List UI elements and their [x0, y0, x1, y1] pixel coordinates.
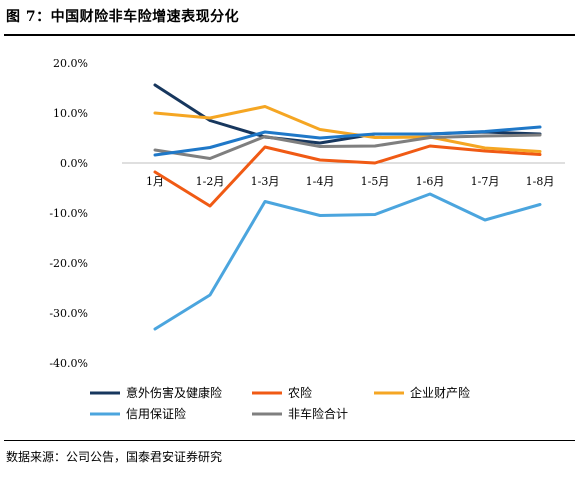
x-tick-label: 1-2月	[196, 175, 225, 188]
line-chart: 20.0%10.0%0.0%-10.0%-20.0%-30.0%-40.0%1月…	[0, 0, 579, 440]
y-tick-label: 20.0%	[53, 57, 88, 70]
y-tick-label: 10.0%	[53, 107, 88, 120]
x-tick-label: 1-8月	[526, 175, 555, 188]
legend-label: 企业财产险	[410, 385, 470, 400]
legend-label: 农险	[288, 385, 312, 400]
y-tick-label: -40.0%	[49, 357, 88, 370]
y-tick-label: -30.0%	[49, 307, 88, 320]
legend-label: 信用保证险	[126, 406, 186, 421]
bottom-rule	[4, 440, 575, 441]
y-tick-label: -20.0%	[49, 257, 88, 270]
x-tick-label: 1-5月	[361, 175, 390, 188]
source-note: 数据来源：公司公告，国泰君安证券研究	[6, 448, 222, 465]
y-tick-label: -10.0%	[49, 207, 88, 220]
y-tick-label: 0.0%	[60, 157, 88, 170]
x-tick-label: 1-6月	[416, 175, 445, 188]
legend-label: 意外伤害及健康险	[126, 385, 222, 400]
legend-label: 非车险合计	[288, 406, 348, 421]
x-tick-label: 1-7月	[471, 175, 500, 188]
x-tick-label: 1-3月	[251, 175, 280, 188]
series-line-3	[155, 194, 540, 329]
x-tick-label: 1-4月	[306, 175, 335, 188]
